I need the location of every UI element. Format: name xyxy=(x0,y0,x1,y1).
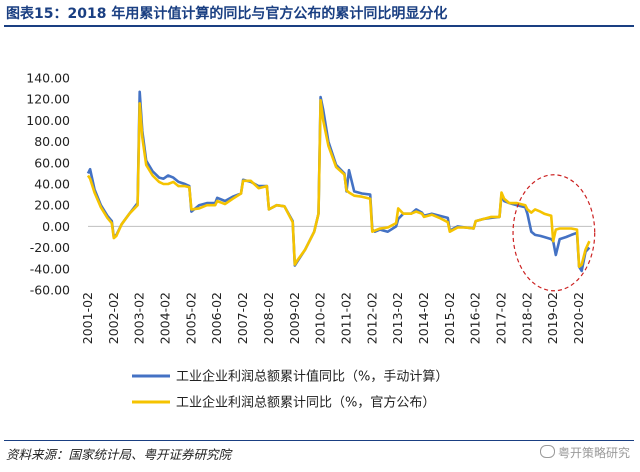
chart-title: 图表15：2018 年用累计值计算的同比与官方公布的累计同比明显分化 xyxy=(6,6,448,22)
legend-label: 工业企业利润总额累计同比（%，官方公布） xyxy=(176,395,435,411)
series-line-manual xyxy=(86,90,591,273)
title-divider xyxy=(4,25,634,27)
x-tick-label: 2012-02 xyxy=(364,292,379,344)
x-tick-label: 2002-02 xyxy=(106,292,121,344)
legend: 工业企业利润总额累计值同比（%，手动计算） 工业企业利润总额累计同比（%，官方公布… xyxy=(132,369,448,411)
legend-label: 工业企业利润总额累计值同比（%，手动计算） xyxy=(176,369,448,385)
x-tick-label: 2014-02 xyxy=(416,292,431,344)
y-tick-label: -60.00 xyxy=(30,283,70,298)
x-axis: 2001-02 2002-02 2003-02 2004-02 2005-02 2006-… xyxy=(80,225,592,344)
source-note: 资料来源：国家统计局、粤开证券研究院 xyxy=(6,447,232,462)
x-tick-label: 2011-02 xyxy=(338,292,353,344)
x-tick-label: 2004-02 xyxy=(158,292,173,344)
watermark-text: 粤开策略研究 xyxy=(557,446,630,460)
y-tick-label: -40.00 xyxy=(30,261,70,276)
watermark: 粤开策略研究 xyxy=(539,444,630,461)
x-tick-label: 2008-02 xyxy=(261,292,276,344)
x-tick-label: 2010-02 xyxy=(313,292,328,344)
y-tick-label: 40.00 xyxy=(34,177,70,192)
series-line-official xyxy=(86,99,591,268)
y-axis-labels: 140.00 120.00 100.00 80.00 60.00 40.00 20.00 0.… xyxy=(26,71,70,298)
x-tick-label: 2006-02 xyxy=(209,292,224,344)
y-tick-label: 60.00 xyxy=(34,155,70,170)
x-tick-label: 2019-02 xyxy=(545,292,560,344)
y-tick-label: 0.00 xyxy=(42,219,70,234)
x-tick-label: 2001-02 xyxy=(80,292,95,344)
x-tick-label: 2015-02 xyxy=(442,292,457,344)
x-tick-label: 2020-02 xyxy=(571,292,586,344)
y-tick-label: 100.00 xyxy=(26,113,70,128)
x-tick-label: 2005-02 xyxy=(183,292,198,344)
x-tick-label: 2017-02 xyxy=(494,292,509,344)
wechat-icon xyxy=(539,445,555,458)
x-tick-label: 2013-02 xyxy=(390,292,405,344)
x-tick-label: 2018-02 xyxy=(519,292,534,344)
y-tick-label: 140.00 xyxy=(26,71,70,86)
x-tick-label: 2009-02 xyxy=(287,292,302,344)
highlight-ellipse xyxy=(512,174,596,292)
y-tick-label: 120.00 xyxy=(26,92,70,107)
x-tick-label: 2003-02 xyxy=(132,292,147,344)
source-divider xyxy=(4,440,634,441)
x-tick-label: 2007-02 xyxy=(235,292,250,344)
y-tick-label: -20.00 xyxy=(30,240,70,255)
y-tick-label: 20.00 xyxy=(34,198,70,213)
line-chart: 140.00 120.00 100.00 80.00 60.00 40.00 20.00 0.… xyxy=(26,71,596,411)
series-lines xyxy=(86,90,591,273)
y-tick-label: 80.00 xyxy=(34,134,70,149)
x-tick-label: 2016-02 xyxy=(468,292,483,344)
